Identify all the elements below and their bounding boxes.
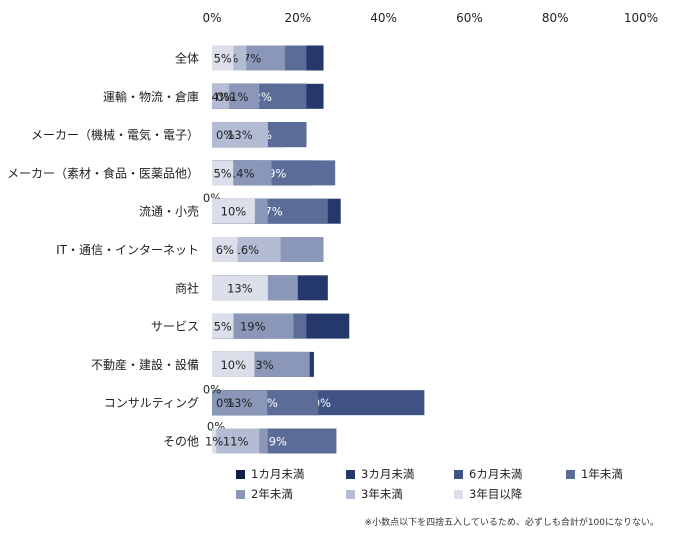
- legend-item-2: 6カ月未満: [454, 466, 522, 482]
- bar-segment: [212, 160, 234, 186]
- category-label: 運輸・物流・倉庫: [103, 89, 199, 104]
- data-label: 16%: [234, 243, 260, 257]
- category-label: コンサルティング: [104, 396, 199, 410]
- legend-item-0: 1カ月未満: [236, 466, 304, 482]
- data-label: 19%: [240, 320, 266, 334]
- data-label: 1%: [205, 435, 223, 449]
- category-label: 商社: [175, 280, 199, 295]
- x-tick-label: 40%: [370, 11, 397, 25]
- bar-segment: [212, 390, 268, 416]
- category-label: その他: [163, 435, 199, 449]
- category-label: 不動産・建設・設備: [91, 357, 199, 372]
- data-label: 5%: [214, 52, 232, 66]
- bar-segment: [212, 351, 255, 377]
- legend: 1カ月未満 3カ月未満 6カ月未満 1年未満 2年未満 3年未満 3年目以降: [236, 466, 666, 506]
- category-label: メーカー（機械・電気・電子）: [31, 127, 199, 142]
- legend-item-6: 3年目以降: [454, 486, 522, 502]
- bar-segment: [212, 428, 217, 454]
- bar-segment: [212, 122, 268, 148]
- data-label: 14%: [229, 166, 255, 180]
- category-label: メーカー（素材・食品・医薬品他）: [7, 165, 199, 180]
- category-label: サービス: [151, 320, 199, 334]
- data-label: 0%: [216, 90, 234, 104]
- x-tick-label: 60%: [456, 11, 483, 25]
- legend-label-4: 2年未満: [251, 487, 293, 501]
- x-tick-label: 80%: [542, 11, 569, 25]
- bar-segment: [212, 198, 255, 224]
- legend-swatch-6: [454, 489, 463, 499]
- legend-swatch-0: [236, 469, 245, 479]
- data-label: 0%: [216, 128, 234, 142]
- legend-swatch-2: [454, 469, 463, 479]
- legend-item-1: 3カ月未満: [346, 466, 414, 482]
- data-label: 13%: [227, 128, 253, 142]
- legend-item-4: 2年未満: [236, 486, 293, 502]
- legend-swatch-3: [566, 469, 575, 479]
- legend-label-6: 3年目以降: [469, 487, 523, 501]
- legend-item-3: 1年未満: [566, 466, 623, 482]
- legend-swatch-4: [236, 489, 245, 499]
- category-label: 全体: [175, 51, 199, 66]
- bar-segment: [212, 313, 234, 339]
- legend-label-5: 3年未満: [361, 487, 403, 501]
- legend-label-0: 1カ月未満: [251, 467, 305, 481]
- data-label: 13%: [227, 396, 253, 410]
- legend-swatch-5: [346, 489, 355, 499]
- legend-label-1: 3カ月未満: [361, 467, 415, 481]
- chart-canvas: 0% 20% 40% 60% 80% 100% 全体運輸・物流・倉庫メーカー（機械・電気・電…: [7, 11, 658, 454]
- data-label: 0%: [203, 383, 221, 397]
- legend-label-2: 6カ月未満: [469, 467, 523, 481]
- category-label: IT・通信・インターネット: [56, 243, 199, 257]
- legend-label-3: 1年未満: [581, 467, 623, 481]
- data-label: 13%: [227, 281, 253, 295]
- bar-segment: [212, 237, 238, 262]
- footnote: ※小数点以下を四捨五入しているため、必ずしも合計が100になりない。: [364, 518, 659, 528]
- data-label: 6%: [216, 243, 234, 257]
- data-label: 5%: [214, 320, 232, 334]
- bar-segment: [212, 428, 260, 454]
- data-label: 5%: [213, 166, 231, 180]
- bar-segment: [212, 45, 234, 71]
- legend-swatch-1: [346, 469, 355, 479]
- legend-item-5: 3年未満: [346, 486, 403, 502]
- x-tick-label: 0%: [202, 11, 221, 25]
- bar-segment: [212, 83, 230, 109]
- data-label: 0%: [216, 396, 234, 410]
- data-label: 11%: [223, 435, 249, 449]
- data-label: 11%: [223, 90, 249, 104]
- data-label: 10%: [221, 205, 247, 219]
- data-label: 4%: [211, 90, 229, 104]
- bar-segment: [212, 275, 268, 301]
- x-tick-label: 100%: [624, 11, 658, 25]
- data-label: 29%: [261, 435, 287, 449]
- x-tick-label: 20%: [284, 11, 311, 25]
- data-label: 10%: [220, 358, 246, 372]
- category-label: 流通・小売: [139, 204, 199, 219]
